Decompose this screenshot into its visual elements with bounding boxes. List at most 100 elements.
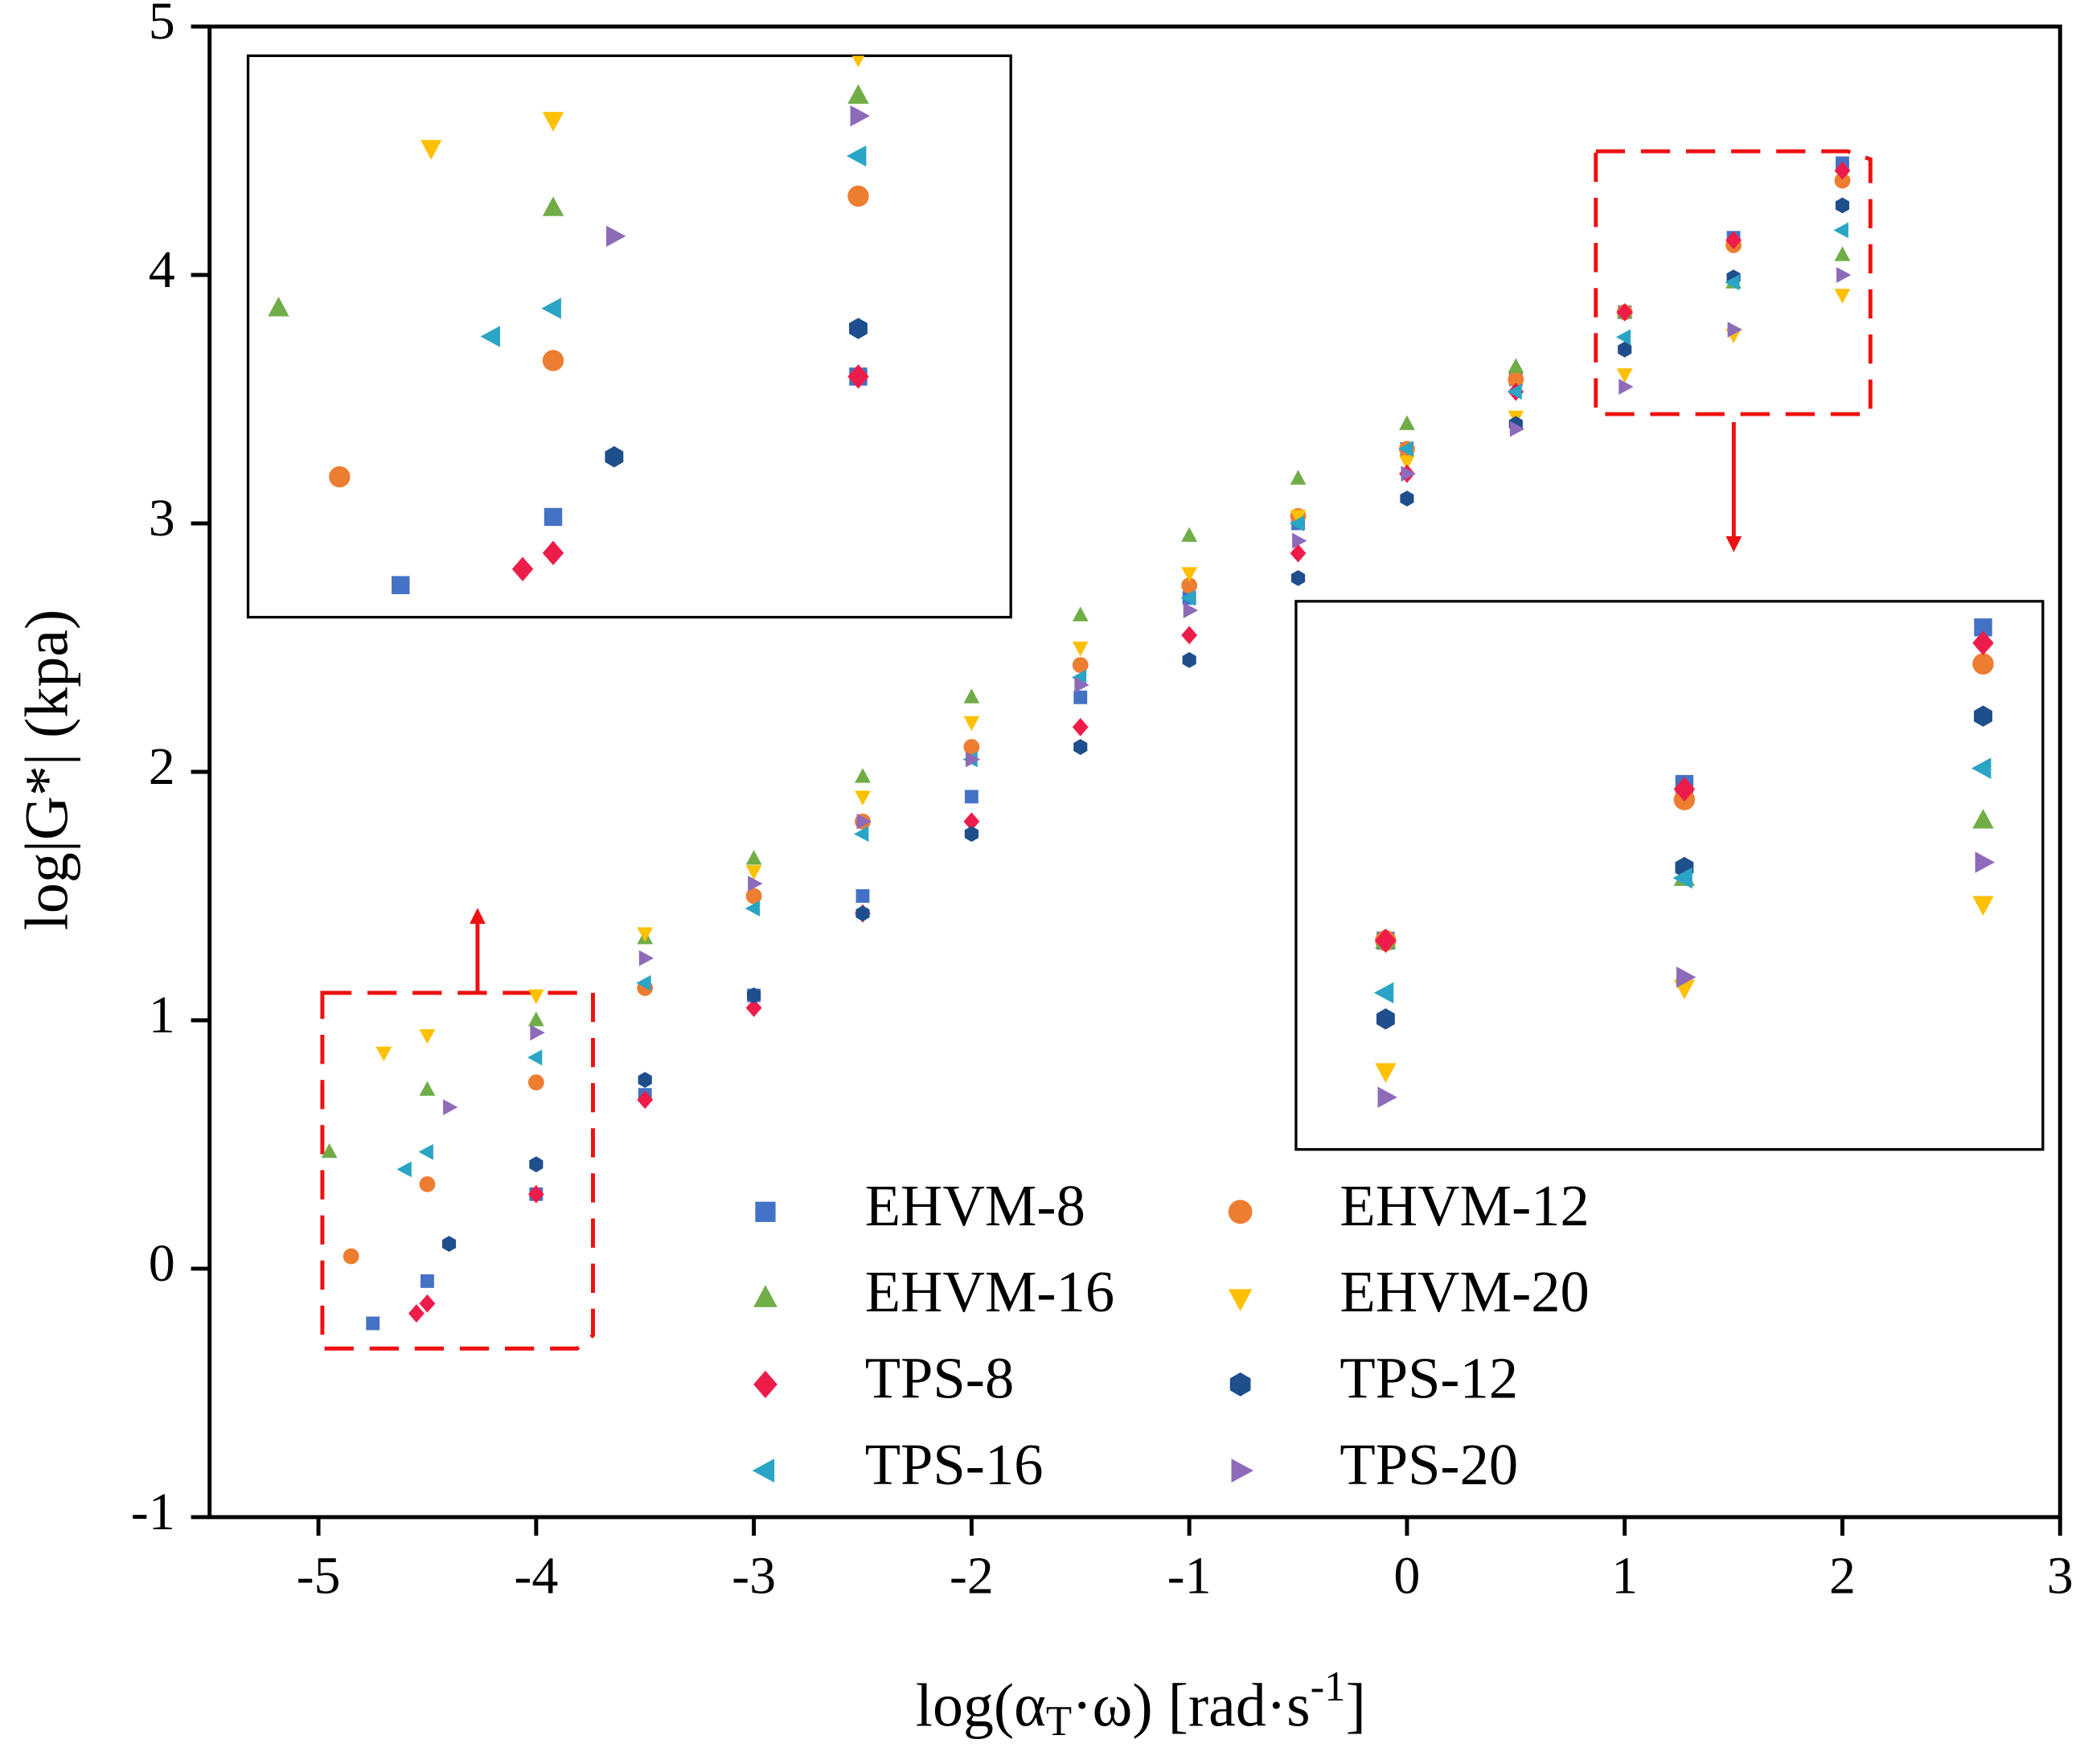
- point: [1508, 371, 1524, 388]
- inset-points: [1373, 618, 1996, 1108]
- inset-point: [1377, 1086, 1397, 1108]
- inset-point: [1974, 705, 1992, 727]
- point: [1180, 589, 1196, 606]
- point: [1834, 161, 1851, 180]
- y-tick-label: 4: [149, 240, 175, 299]
- point: [1834, 246, 1851, 261]
- inset-point: [511, 556, 534, 581]
- point: [1398, 441, 1413, 457]
- point: [1072, 642, 1089, 657]
- point: [1836, 267, 1852, 283]
- legend-label: TPS-16: [865, 1432, 1044, 1497]
- y-tick-label: 5: [149, 0, 175, 51]
- inset-point: [1676, 966, 1696, 988]
- legend-marker: [1228, 1200, 1253, 1225]
- inset-frame: [1294, 600, 2045, 1151]
- point: [1181, 527, 1198, 542]
- point: [1073, 690, 1088, 704]
- legend-label: TPS-20: [1339, 1432, 1518, 1497]
- inset-point: [1673, 777, 1696, 802]
- legend-marker: [1231, 1458, 1253, 1483]
- inset-point: [1672, 867, 1692, 889]
- inset-point: [1972, 896, 1994, 916]
- x-tick-label: -2: [950, 1546, 994, 1605]
- y-tick-label: 0: [149, 1234, 175, 1293]
- point: [527, 989, 544, 1004]
- x-label-part: ]: [1346, 1672, 1366, 1740]
- x-label-sup: -1: [1311, 1663, 1346, 1710]
- legend-marker: [753, 1370, 777, 1398]
- inset-point: [542, 112, 564, 132]
- y-axis-label: log|G*| (kpa): [13, 609, 80, 930]
- point: [1615, 329, 1631, 346]
- legend-marker: [1228, 1289, 1253, 1311]
- legend-label: EHVM-8: [865, 1173, 1085, 1238]
- y-tick-label: 2: [149, 737, 175, 796]
- point: [419, 1175, 436, 1192]
- inset-point: [542, 196, 564, 216]
- point: [408, 1304, 425, 1323]
- point: [963, 739, 980, 755]
- point: [529, 1156, 544, 1173]
- inset-point: [847, 84, 869, 105]
- legend-marker: [753, 1285, 777, 1307]
- legend-label: TPS-12: [1339, 1345, 1518, 1410]
- point: [1290, 510, 1307, 525]
- point: [1507, 384, 1522, 400]
- point: [637, 927, 654, 942]
- point: [636, 974, 651, 991]
- point: [1072, 717, 1089, 736]
- point: [419, 1081, 436, 1096]
- point: [855, 905, 870, 922]
- point: [375, 1046, 392, 1062]
- point: [1181, 567, 1198, 582]
- inset-point: [605, 225, 626, 247]
- point: [1834, 289, 1851, 304]
- y-tick-label: 3: [149, 489, 175, 548]
- point: [1072, 657, 1089, 674]
- legend-label: EHVM-20: [1339, 1259, 1589, 1324]
- point: [527, 1011, 544, 1027]
- x-tick-label: -4: [514, 1546, 558, 1605]
- point: [441, 1236, 457, 1252]
- inset-point: [1971, 757, 1992, 779]
- point: [1833, 222, 1848, 239]
- point: [856, 813, 872, 830]
- point: [1072, 606, 1089, 622]
- point: [1727, 322, 1742, 338]
- x-tick-label: -1: [1167, 1546, 1212, 1605]
- inset-point: [847, 364, 869, 389]
- inset-point: [544, 507, 563, 527]
- point: [1292, 532, 1307, 549]
- legend-label: EHVM-12: [1339, 1173, 1589, 1238]
- point: [745, 900, 761, 917]
- inset-point: [1974, 618, 1992, 637]
- point: [1181, 626, 1198, 645]
- point: [1725, 231, 1742, 250]
- x-tick-label: -3: [732, 1546, 776, 1605]
- point: [527, 1049, 543, 1066]
- point: [1182, 652, 1196, 668]
- inset-point: [1375, 1063, 1397, 1083]
- inset-point: [421, 140, 442, 160]
- y-tick-label: -1: [131, 1483, 175, 1541]
- inset-point: [605, 445, 624, 468]
- inset-point: [542, 350, 564, 371]
- inset-point: [392, 576, 410, 594]
- point: [1835, 197, 1850, 214]
- legend-label: EHVM-16: [865, 1259, 1114, 1324]
- point: [321, 1142, 338, 1159]
- inset-frame: [246, 54, 1012, 619]
- x-tick-label: 3: [2047, 1546, 2074, 1605]
- point: [963, 716, 980, 732]
- zoom-box: [320, 991, 595, 1351]
- point: [1183, 602, 1199, 619]
- arrows: [470, 421, 1742, 993]
- point: [1399, 455, 1415, 470]
- point: [1618, 341, 1632, 358]
- zoom-boxes: [320, 149, 1873, 1351]
- legend-label: TPS-8: [865, 1345, 1015, 1410]
- legend-marker: [755, 1201, 776, 1222]
